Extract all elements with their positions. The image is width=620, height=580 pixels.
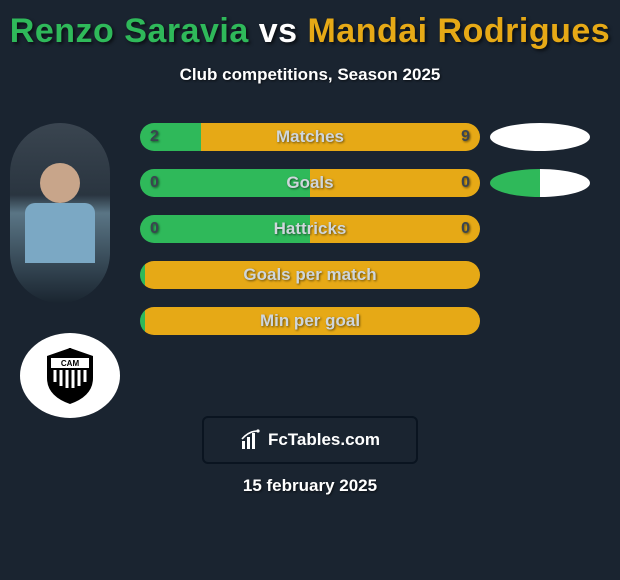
club-shield-icon: CAM — [47, 348, 93, 404]
branding-box[interactable]: FcTables.com — [202, 416, 418, 464]
stat-bar-label: Min per goal — [140, 307, 480, 335]
title-vs: vs — [259, 12, 298, 50]
comparison-content: CAM Matches29Goals00Hattricks00Goals per… — [0, 123, 620, 423]
stat-bar-right-value: 0 — [461, 215, 470, 243]
stat-bar-label: Hattricks — [140, 215, 480, 243]
stat-bar-right-value: 9 — [461, 123, 470, 151]
stat-bar-label: Goals — [140, 169, 480, 197]
mini-ellipse-chart — [490, 169, 590, 197]
stat-bar-left-value: 0 — [150, 215, 159, 243]
date-text: 15 february 2025 — [0, 476, 620, 496]
chart-icon — [240, 429, 262, 451]
stat-bar: Min per goal — [140, 307, 480, 335]
stat-bar-label: Goals per match — [140, 261, 480, 289]
stat-bar-left-value: 0 — [150, 169, 159, 197]
stat-bar: Goals0 0 — [140, 169, 480, 197]
stat-bar: Goals per match — [140, 261, 480, 289]
stat-bar: Matches2 9 — [140, 123, 480, 151]
page-title: Renzo Saravia vs Mandai Rodrigues — [0, 0, 620, 51]
title-player2: Mandai Rodrigues — [307, 12, 610, 50]
title-player1: Renzo Saravia — [10, 12, 249, 50]
player1-club-badge: CAM — [20, 333, 120, 418]
subtitle: Club competitions, Season 2025 — [0, 65, 620, 85]
stat-bar: Hattricks0 0 — [140, 215, 480, 243]
player1-photo — [10, 123, 110, 303]
svg-text:CAM: CAM — [61, 359, 80, 368]
mini-ellipse-chart — [490, 123, 590, 151]
stat-bar-label: Matches — [140, 123, 480, 151]
stat-bar-left-value: 2 — [150, 123, 159, 151]
branding-text: FcTables.com — [268, 430, 380, 450]
stat-bar-right-value: 0 — [461, 169, 470, 197]
stats-bars: Matches29Goals00Hattricks00Goals per mat… — [140, 123, 480, 353]
